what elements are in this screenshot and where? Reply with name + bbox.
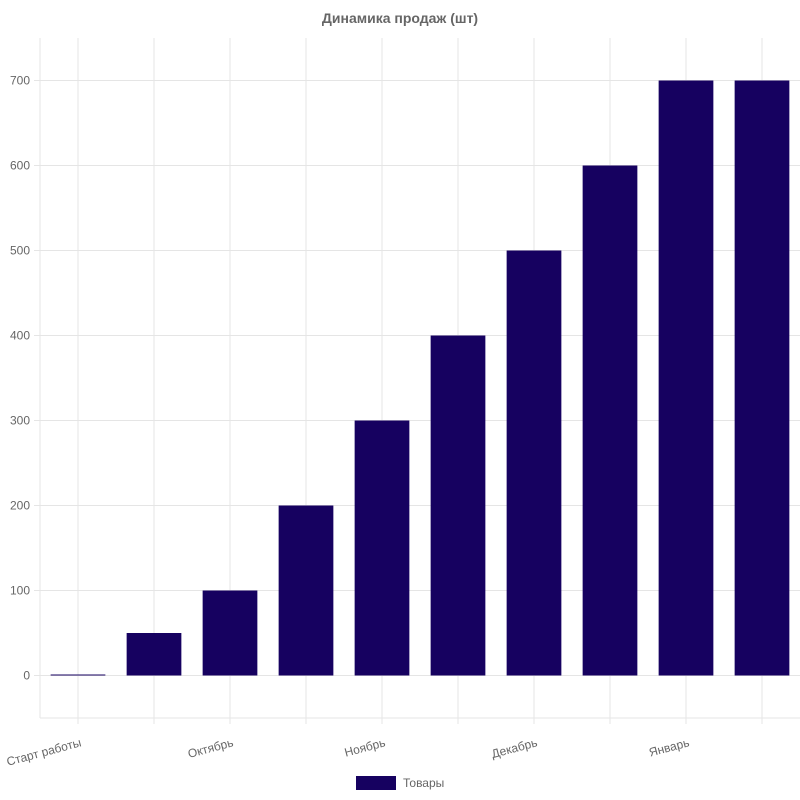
x-tick-label: Старт работы <box>5 735 83 768</box>
chart-title: Динамика продаж (шт) <box>322 10 478 26</box>
bar[interactable] <box>582 165 638 676</box>
legend-swatch[interactable] <box>356 776 396 790</box>
y-tick-label: 500 <box>10 244 30 258</box>
y-tick-label: 600 <box>10 159 30 173</box>
y-tick-label: 300 <box>10 414 30 428</box>
bar[interactable] <box>658 80 714 676</box>
bar[interactable] <box>354 420 410 676</box>
x-axis-ticks: Старт работы Октябрь Ноябрь Декабрь Январь <box>5 735 691 768</box>
bar[interactable] <box>202 590 258 676</box>
bar[interactable] <box>734 80 790 676</box>
x-tick-label: Ноябрь <box>343 735 387 759</box>
bar[interactable] <box>278 505 334 676</box>
y-tick-label: 400 <box>10 329 30 343</box>
bars <box>50 80 790 676</box>
bar[interactable] <box>506 250 562 676</box>
bar[interactable] <box>430 335 486 676</box>
y-tick-label: 0 <box>23 669 30 683</box>
y-tick-label: 700 <box>10 74 30 88</box>
x-tick-label: Январь <box>647 735 690 759</box>
x-tick-label: Октябрь <box>186 735 235 761</box>
legend[interactable]: Товары <box>356 776 444 790</box>
y-tick-label: 100 <box>10 584 30 598</box>
bar[interactable] <box>50 674 106 676</box>
y-tick-label: 200 <box>10 499 30 513</box>
bar[interactable] <box>126 633 182 676</box>
x-tick-label: Декабрь <box>490 735 539 761</box>
y-axis-ticks: 0 100 200 300 400 500 600 700 <box>10 74 30 683</box>
legend-label[interactable]: Товары <box>403 776 444 790</box>
